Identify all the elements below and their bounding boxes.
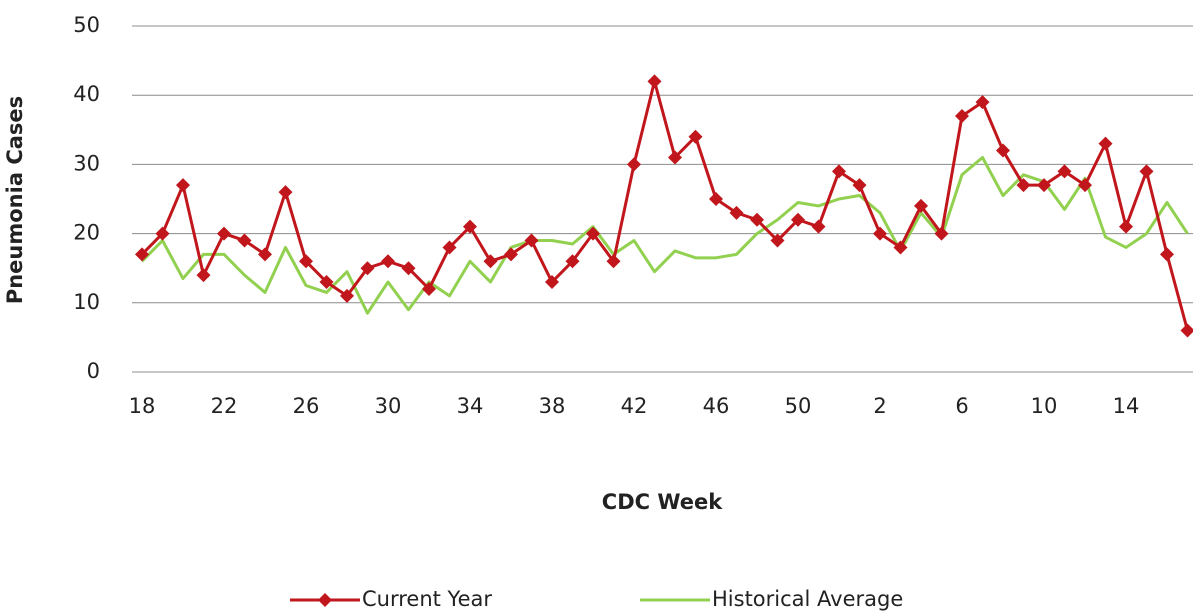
data-point (975, 95, 990, 110)
x-tick-label: 46 (703, 394, 730, 418)
data-point (832, 164, 846, 179)
data-point (196, 268, 211, 283)
data-point (1078, 178, 1092, 193)
x-tick-label: 6 (955, 394, 968, 418)
x-axis-label: CDC Week (602, 490, 723, 514)
data-point (770, 233, 785, 248)
data-point (401, 261, 416, 276)
data-point (1057, 164, 1072, 179)
data-point (258, 247, 272, 262)
data-point (135, 247, 149, 262)
x-tick-label: 26 (293, 394, 320, 418)
x-tick-label: 14 (1113, 394, 1140, 418)
data-point (873, 226, 887, 241)
y-tick-label: 20 (73, 221, 100, 245)
data-point (463, 219, 477, 234)
legend-label: Historical Average (712, 587, 903, 611)
data-point (524, 233, 539, 248)
y-tick-label: 30 (73, 151, 100, 175)
data-point (483, 254, 498, 269)
x-tick-label: 22 (211, 394, 238, 418)
series-line (140, 79, 1189, 331)
data-point (360, 261, 375, 276)
data-point (1016, 178, 1031, 193)
data-point (893, 240, 908, 255)
data-point (1098, 136, 1113, 151)
x-tick-label: 30 (375, 394, 402, 418)
data-point (1180, 323, 1193, 338)
data-point (955, 108, 969, 123)
x-tick-label: 42 (621, 394, 648, 418)
data-point (381, 254, 395, 269)
data-point (1139, 164, 1154, 179)
data-point (1119, 219, 1133, 234)
data-point (237, 233, 252, 248)
x-tick-label: 10 (1031, 394, 1058, 418)
data-point (688, 129, 703, 144)
x-tick-label: 18 (129, 394, 156, 418)
x-tick-label: 2 (873, 394, 886, 418)
legend-item: Historical Average (640, 587, 903, 611)
data-point (504, 247, 518, 262)
data-point (1160, 247, 1174, 262)
series-line (140, 155, 1189, 315)
data-point (668, 150, 682, 165)
data-point (934, 226, 949, 241)
legend-label: Current Year (362, 587, 492, 611)
data-point (340, 288, 354, 303)
legend-item: Current Year (290, 587, 492, 611)
y-axis-label: Pneumonia Cases (3, 96, 27, 304)
data-point (155, 226, 170, 241)
x-tick-label: 34 (457, 394, 484, 418)
data-point (278, 185, 293, 200)
y-tick-label: 40 (73, 82, 100, 106)
data-point (647, 74, 662, 89)
data-point (811, 219, 826, 234)
data-point (996, 143, 1010, 158)
data-point (791, 212, 805, 227)
data-point (545, 275, 559, 290)
data-point (914, 198, 928, 213)
data-point (176, 178, 190, 193)
y-tick-label: 10 (73, 290, 100, 314)
data-point (422, 281, 436, 296)
data-point (627, 157, 641, 172)
data-point (709, 192, 723, 206)
data-point (565, 254, 580, 269)
data-point (729, 205, 744, 220)
x-tick-label: 38 (539, 394, 566, 418)
data-point (750, 212, 764, 227)
data-point (606, 254, 621, 269)
data-point (586, 226, 600, 241)
data-point (1037, 178, 1051, 193)
data-point (852, 178, 867, 193)
data-point (319, 275, 334, 290)
legend-marker (318, 593, 332, 607)
data-point (299, 254, 313, 269)
y-tick-label: 50 (73, 13, 100, 37)
y-tick-label: 0 (87, 359, 100, 383)
data-point (217, 226, 231, 241)
data-point (442, 240, 457, 255)
x-tick-label: 50 (785, 394, 812, 418)
